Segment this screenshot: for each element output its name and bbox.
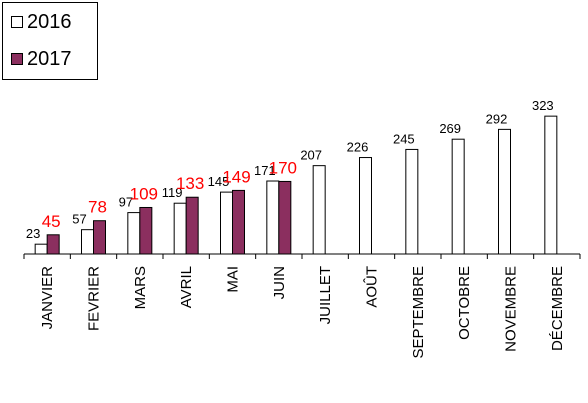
- value-label-2016-mars: 97: [119, 195, 133, 210]
- bar-2016-juin: [266, 180, 280, 255]
- legend-item-2016: 2016: [11, 11, 72, 33]
- bar-2016-septembre: [405, 148, 419, 255]
- value-label-2017-mai: 149: [222, 167, 250, 186]
- category-label-avril: AVRIL: [178, 266, 195, 308]
- value-label-2016-mai: 145: [208, 174, 230, 189]
- category-label-fevrier: FEVRIER: [86, 266, 103, 331]
- category-label-juin: JUIN: [271, 266, 288, 299]
- category-label-janvier: JANVIER: [39, 266, 56, 330]
- bar-2017-janvier: [46, 234, 60, 255]
- value-label-2016-septembre: 245: [393, 131, 415, 146]
- bar-2016-novembre: [498, 128, 511, 255]
- value-label-2016-novembre: 292: [486, 111, 508, 126]
- bar-2016-aout: [359, 157, 372, 255]
- category-label-mai: MAI: [225, 266, 242, 293]
- value-label-2016-fevrier: 57: [72, 212, 86, 227]
- value-label-2016-aout: 226: [347, 140, 369, 155]
- bars-layer: [34, 115, 558, 255]
- category-label-novembre: NOVEMBRE: [503, 266, 520, 352]
- bar-2016-fevrier: [81, 229, 94, 255]
- category-label-aout: AOÛT: [364, 266, 381, 308]
- category-label-juillet: JUILLET: [317, 266, 334, 324]
- bar-2016-mars: [127, 212, 141, 255]
- value-label-2017-fevrier: 78: [88, 198, 107, 217]
- chart-legend: 2016 2017: [2, 2, 98, 80]
- bar-2017-juin: [278, 180, 292, 255]
- value-label-2016-decembre: 323: [532, 98, 554, 113]
- legend-item-2017: 2017: [11, 48, 72, 70]
- value-label-2017-mars: 109: [130, 184, 158, 203]
- legend-label-2017: 2017: [27, 47, 72, 70]
- value-label-2017-juin: 170: [269, 158, 297, 177]
- value-label-2016-avril: 119: [162, 185, 183, 200]
- x-axis: JANVIER FEVRIER MARS AVRIL MAI JUIN JUILLET AOÛ…: [23, 253, 581, 359]
- bar-2017-mai: [232, 189, 245, 255]
- bar-2016-avril: [173, 202, 187, 255]
- category-label-septembre: SEPTEMBRE: [410, 266, 427, 359]
- bar-2016-decembre: [544, 115, 558, 255]
- bar-2017-fevrier: [93, 220, 106, 255]
- value-label-2017-avril: 133: [176, 174, 204, 193]
- legend-label-2016: 2016: [27, 10, 72, 33]
- category-label-octobre: OCTOBRE: [456, 266, 473, 340]
- category-label-decembre: DÉCEMBRE: [549, 266, 566, 351]
- bar-2016-janvier: [34, 243, 48, 255]
- bar-2016-octobre: [451, 138, 465, 255]
- bar-2017-mars: [139, 206, 153, 255]
- legend-swatch-2016: [11, 16, 23, 28]
- category-label-mars: MARS: [132, 266, 149, 309]
- value-label-2017-janvier: 45: [42, 212, 61, 231]
- value-label-2016-juillet: 207: [300, 148, 322, 163]
- bar-2016-mai: [220, 191, 233, 255]
- value-label-2016-juin: 171: [254, 163, 276, 178]
- bar-2016-juillet: [312, 165, 326, 255]
- value-label-2016-janvier: 23: [26, 226, 40, 241]
- legend-swatch-2017: [11, 53, 23, 65]
- bar-2017-avril: [185, 196, 199, 255]
- value-label-2016-octobre: 269: [439, 121, 461, 136]
